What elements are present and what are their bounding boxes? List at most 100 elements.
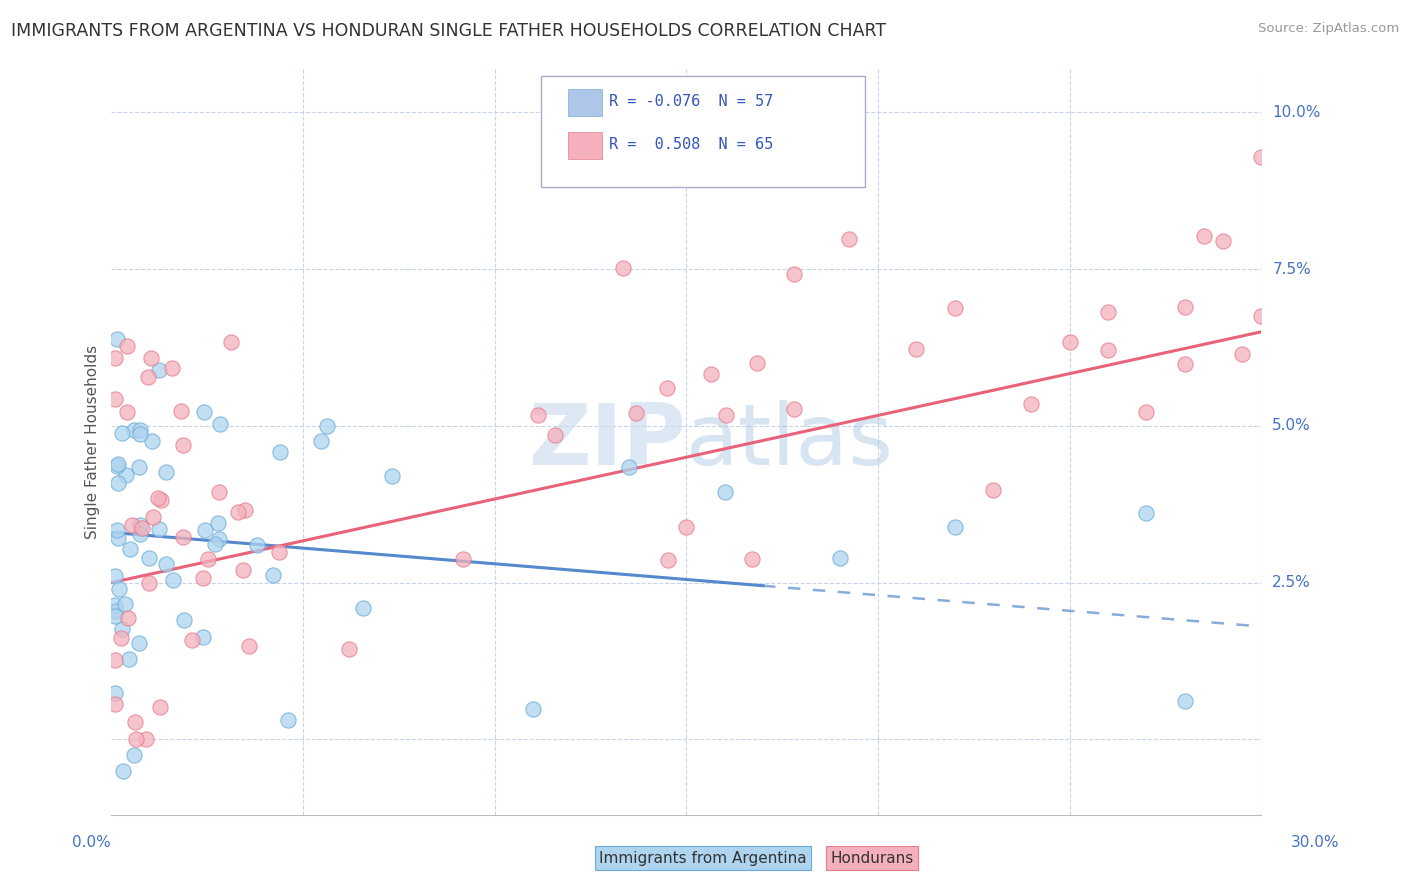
Point — [105, 523, 128, 537]
Point — [148, 363, 170, 377]
Point — [981, 483, 1004, 497]
Point — [128, 636, 150, 650]
Point — [1212, 234, 1234, 248]
Point — [943, 301, 966, 315]
Point — [905, 342, 928, 356]
Point — [148, 522, 170, 536]
Point — [138, 575, 160, 590]
Point — [105, 458, 128, 473]
Point — [149, 700, 172, 714]
Point — [111, 425, 134, 440]
Text: 2.5%: 2.5% — [1272, 575, 1310, 591]
Point — [745, 356, 768, 370]
Point — [1192, 228, 1215, 243]
Text: IMMIGRANTS FROM ARGENTINA VS HONDURAN SINGLE FATHER HOUSEHOLDS CORRELATION CHART: IMMIGRANTS FROM ARGENTINA VS HONDURAN SI… — [11, 22, 886, 40]
Point — [208, 485, 231, 500]
Text: Source: ZipAtlas.com: Source: ZipAtlas.com — [1258, 22, 1399, 36]
Point — [149, 493, 172, 508]
Point — [114, 467, 136, 482]
Point — [309, 434, 332, 448]
Point — [136, 370, 159, 384]
Point — [522, 702, 544, 716]
Point — [1174, 300, 1197, 314]
Point — [337, 642, 360, 657]
Point — [316, 419, 339, 434]
Point — [104, 598, 127, 612]
Point — [269, 445, 291, 459]
Point — [1097, 343, 1119, 358]
Point — [226, 505, 249, 519]
Point — [204, 537, 226, 551]
Point — [235, 503, 257, 517]
Point — [160, 360, 183, 375]
Point — [238, 639, 260, 653]
Point — [120, 542, 142, 557]
Point — [111, 764, 134, 778]
Point — [117, 405, 139, 419]
Point — [208, 532, 231, 546]
Text: Immigrants from Argentina: Immigrants from Argentina — [599, 851, 807, 865]
Point — [1019, 397, 1042, 411]
Point — [129, 517, 152, 532]
Point — [194, 523, 217, 537]
Point — [783, 267, 806, 281]
Point — [943, 520, 966, 534]
Point — [104, 653, 127, 667]
Point — [617, 459, 640, 474]
Text: Hondurans: Hondurans — [830, 851, 914, 865]
Point — [104, 569, 127, 583]
Point — [612, 260, 634, 275]
Point — [246, 538, 269, 552]
Point — [381, 469, 404, 483]
Point — [135, 732, 157, 747]
Point — [117, 611, 139, 625]
Point — [107, 457, 129, 471]
Text: 10.0%: 10.0% — [1272, 105, 1320, 120]
Point — [107, 476, 129, 491]
Point — [128, 526, 150, 541]
Point — [1135, 506, 1157, 520]
Point — [657, 553, 679, 567]
Point — [352, 600, 374, 615]
Point — [104, 609, 127, 624]
Point — [111, 622, 134, 636]
Point — [657, 381, 679, 395]
Point — [527, 409, 550, 423]
Point — [209, 417, 232, 431]
Point — [104, 392, 127, 406]
Point — [1250, 309, 1272, 323]
Text: ZIP: ZIP — [529, 400, 686, 483]
Point — [142, 509, 165, 524]
Point — [193, 571, 215, 585]
Text: 30.0%: 30.0% — [1291, 836, 1339, 850]
Point — [129, 423, 152, 437]
Point — [713, 485, 735, 500]
Point — [269, 545, 291, 559]
Point — [181, 632, 204, 647]
Point — [1230, 347, 1253, 361]
Point — [122, 423, 145, 437]
Point — [1135, 405, 1157, 419]
Point — [232, 562, 254, 576]
Point — [716, 408, 738, 422]
Point — [197, 552, 219, 566]
Point — [124, 715, 146, 730]
Point — [1250, 149, 1272, 163]
Point — [162, 573, 184, 587]
Point — [277, 713, 299, 727]
Point — [451, 552, 474, 566]
Text: 5.0%: 5.0% — [1272, 418, 1310, 434]
Point — [107, 532, 129, 546]
Point — [146, 491, 169, 506]
Point — [139, 351, 162, 366]
Point — [544, 428, 567, 442]
Point — [155, 465, 177, 479]
Point — [115, 339, 138, 353]
Point — [838, 232, 860, 246]
Point — [121, 518, 143, 533]
Point — [118, 651, 141, 665]
Point — [104, 697, 127, 711]
Point — [191, 630, 214, 644]
Point — [219, 335, 242, 350]
Point — [105, 332, 128, 346]
